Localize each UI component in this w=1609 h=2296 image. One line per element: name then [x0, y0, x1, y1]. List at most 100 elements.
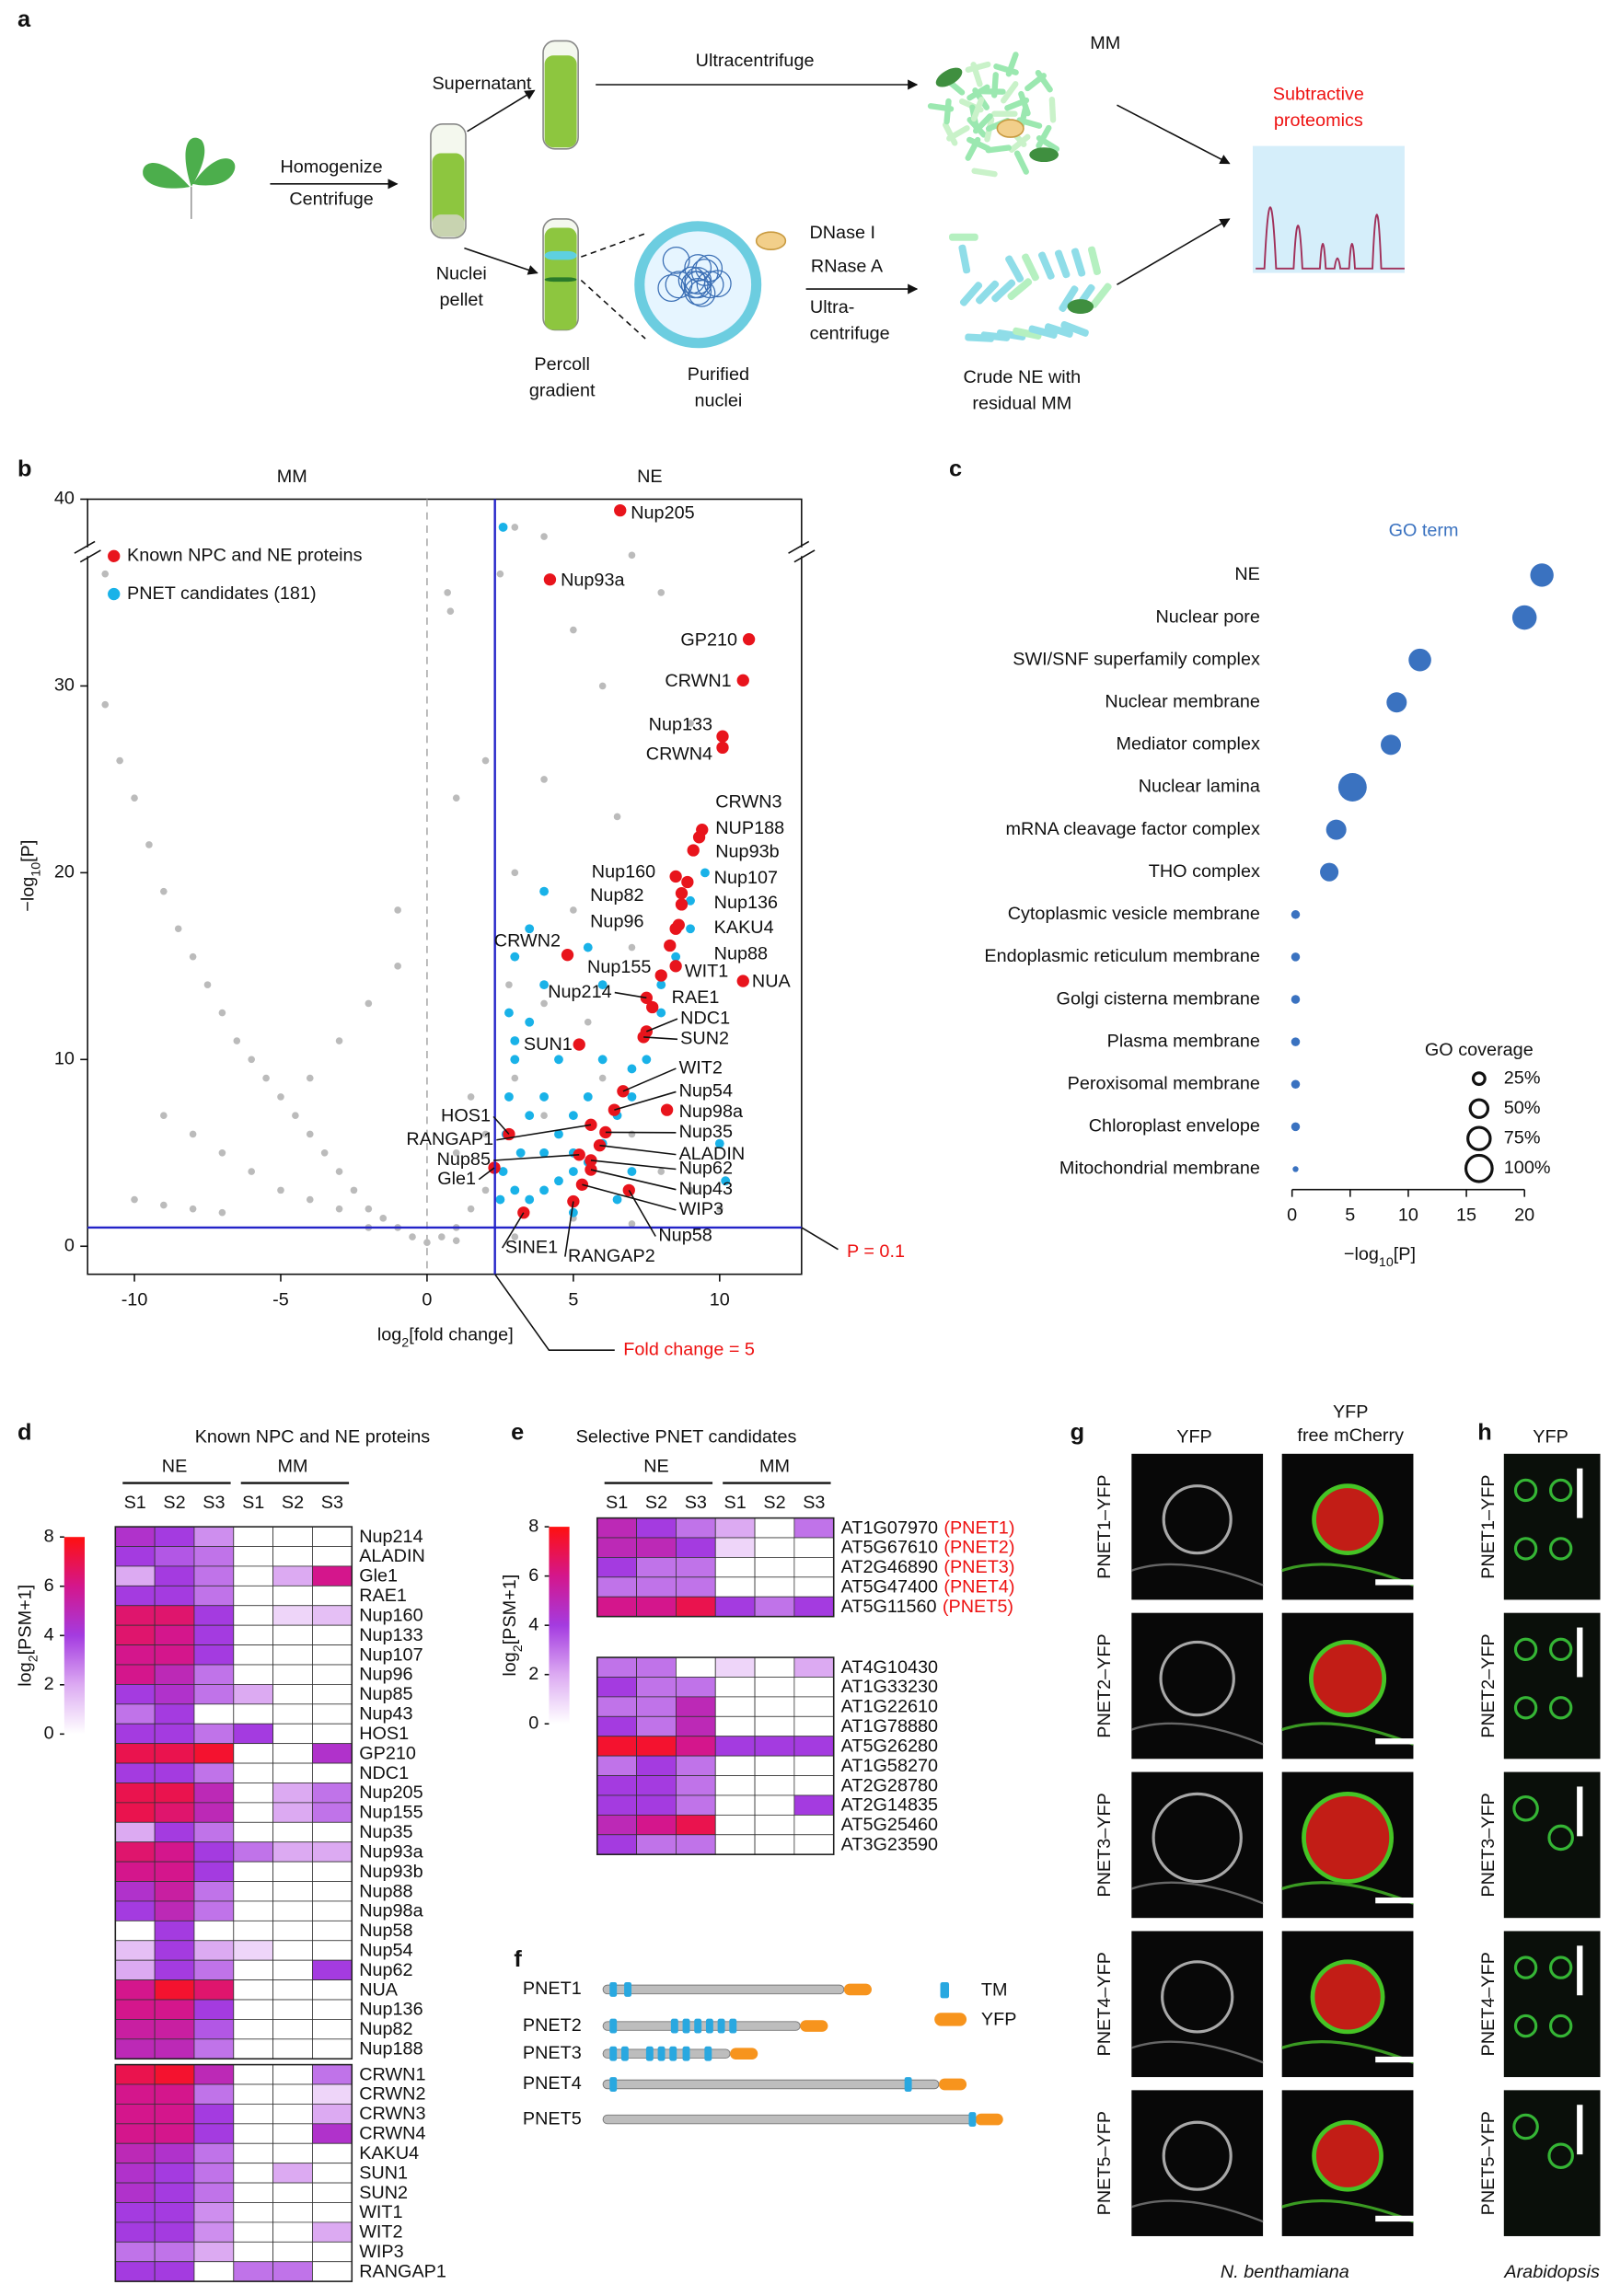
nucleus-ring	[1513, 1637, 1538, 1662]
heatmap-cell	[312, 1762, 353, 1783]
category-label: THO complex	[1149, 861, 1260, 882]
heatmap-cell	[193, 2261, 235, 2282]
heatmap-cell	[233, 1644, 274, 1666]
heatmap-cell	[676, 1557, 716, 1578]
heatmap-cell	[312, 2019, 353, 2040]
dashed-guide	[580, 279, 646, 340]
heatmap-cell	[793, 1775, 835, 1796]
row-label: AT1G22610	[841, 1697, 938, 1717]
category-label: Mediator complex	[1117, 734, 1260, 755]
heatmap-cell	[312, 1644, 353, 1666]
heatmap-cell	[193, 1526, 235, 1547]
nucleus-ring	[1548, 1637, 1573, 1662]
row-label: RAE1	[359, 1586, 407, 1606]
heatmap-cell	[312, 1802, 353, 1823]
heatmap-cell	[154, 1644, 195, 1666]
x-axis-label-part: −log	[1344, 1244, 1379, 1264]
membrane-fragment	[1036, 124, 1052, 149]
known-protein-point	[669, 870, 682, 883]
nucleus-ring	[1513, 1478, 1538, 1503]
heatmap-cell	[114, 1743, 156, 1764]
nucleus-ring	[1513, 2013, 1538, 2038]
heatmap-cell	[312, 2104, 353, 2125]
x-tick-label: -5	[272, 1289, 289, 1310]
scale-bar	[1375, 1897, 1434, 1904]
heatmap-cell	[114, 1546, 156, 1567]
heatmap-cell	[793, 1696, 835, 1717]
heatmap-cell	[114, 1881, 156, 1902]
heatmap-cell	[272, 2038, 313, 2059]
cell-mcherry	[1309, 1640, 1387, 1718]
background-point	[598, 1074, 607, 1082]
candidate-point	[504, 1091, 514, 1102]
annotation-leader	[801, 1227, 839, 1251]
label-leader	[599, 1144, 677, 1156]
heatmap-cell	[233, 2083, 274, 2105]
membrane-fragment	[970, 62, 983, 87]
membrane-fragment	[965, 61, 991, 73]
heatmap-cell	[312, 1861, 353, 1882]
size-legend-circle	[1471, 1071, 1487, 1087]
heatmap-cell	[114, 1684, 156, 1705]
heatmap-cell	[676, 1596, 716, 1618]
heatmap-cell	[154, 2104, 195, 2125]
row-label: WIT2	[359, 2222, 402, 2243]
tm-domain	[609, 2077, 618, 2092]
step-text: centrifuge	[810, 323, 890, 343]
background-point	[570, 626, 577, 634]
candidate-point	[671, 952, 681, 962]
heatmap-cell	[193, 1979, 235, 2001]
arrow	[464, 247, 538, 275]
x-axis-label-part: [P]	[1394, 1244, 1416, 1264]
er-strand	[1281, 2040, 1415, 2064]
heatmap-cell	[272, 1900, 313, 1921]
step-text: DNase I	[809, 223, 875, 243]
heatmap-cell	[233, 2142, 274, 2164]
heatmap-cell	[754, 1517, 795, 1539]
heatmap-cell	[154, 2142, 195, 2164]
heatmap-cell	[233, 1979, 274, 2001]
candidate-point	[554, 1176, 563, 1186]
background-point	[131, 1195, 138, 1204]
candidate-point	[495, 1194, 505, 1205]
chromatin	[684, 277, 712, 306]
heatmap-cell	[114, 2019, 156, 2040]
heatmap-cell	[312, 1979, 353, 2001]
heatmap-cell	[193, 2182, 235, 2203]
er-strand	[1281, 1563, 1415, 1587]
heatmap-cell	[233, 1723, 274, 1745]
heatmap-cell	[636, 1794, 677, 1816]
background-point	[540, 999, 548, 1008]
heatmap-cell	[714, 1517, 756, 1539]
point-label: Nup85	[437, 1149, 491, 1170]
x-axis-label-part: 10	[1379, 1255, 1394, 1270]
row-label: PNET5–YFP	[1478, 2111, 1499, 2215]
row-label: Nup62	[359, 1960, 412, 1980]
column-label: S1	[724, 1493, 747, 1513]
heatmap-cell	[233, 2261, 274, 2282]
heatmap-cell	[636, 1834, 677, 1855]
row-label: AT5G67610	[841, 1538, 938, 1558]
colorbar	[64, 1537, 85, 1735]
nucleus-ring	[1513, 1696, 1538, 1720]
background-point	[511, 1233, 519, 1240]
heatmap-cell	[114, 1999, 156, 2020]
point-label: Nup136	[714, 893, 778, 913]
candidate-point	[627, 1064, 637, 1074]
heatmap-cell	[233, 1605, 274, 1626]
dashed-guide	[581, 233, 646, 258]
heatmap-cell	[193, 1821, 235, 1843]
heatmap-cell	[154, 1703, 195, 1725]
point-label: Nup133	[649, 715, 712, 735]
y-axis-label-part: [P]	[18, 840, 39, 862]
colorbar-tick-label: 0	[44, 1724, 54, 1744]
candidate-point	[700, 868, 710, 878]
heatmap-cell	[312, 1821, 353, 1843]
background-point	[248, 1056, 255, 1064]
background-point	[218, 1009, 226, 1017]
known-protein-point	[543, 573, 557, 586]
x-axis-label: −log10[P]	[1344, 1244, 1416, 1270]
known-protein-point	[622, 1183, 635, 1197]
heatmap-cell	[676, 1656, 716, 1678]
heatmap-cell	[114, 1979, 156, 2001]
